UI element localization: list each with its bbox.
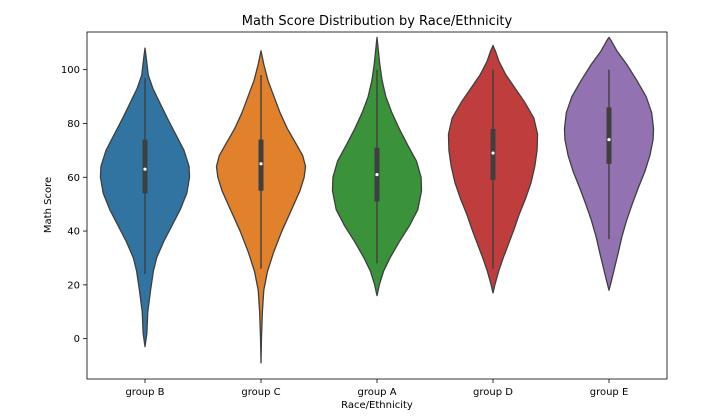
violin-median-dot xyxy=(607,137,611,142)
y-tick-label: 60 xyxy=(67,173,80,184)
violin-median-dot xyxy=(491,151,495,155)
violin-median-dot xyxy=(375,172,379,177)
x-tick-label: group C xyxy=(241,387,280,398)
x-axis-ticks: group B group C group A group D group E xyxy=(125,379,628,398)
y-axis-label: Math Score xyxy=(43,177,54,233)
violin-median-dot xyxy=(259,162,263,166)
y-tick-label: 0 xyxy=(74,334,80,345)
y-tick-label: 40 xyxy=(67,227,80,238)
chart-title: Math Score Distribution by Race/Ethnicit… xyxy=(242,14,513,29)
y-tick-label: 80 xyxy=(67,119,80,130)
violin-median-dot xyxy=(143,167,147,171)
violin-iqr-box xyxy=(606,107,612,164)
x-axis-label: Race/Ethnicity xyxy=(341,400,413,411)
violin-iqr-box xyxy=(142,139,148,194)
x-tick-label: group B xyxy=(125,387,164,398)
x-tick-label: group A xyxy=(357,387,396,398)
x-tick-label: group E xyxy=(590,387,629,398)
y-axis-ticks: 0 20 40 60 80 100 xyxy=(61,65,87,345)
y-tick-label: 100 xyxy=(61,65,80,76)
violins-layer xyxy=(99,36,655,364)
x-tick-label: group D xyxy=(473,387,513,398)
y-tick-label: 20 xyxy=(67,280,80,291)
